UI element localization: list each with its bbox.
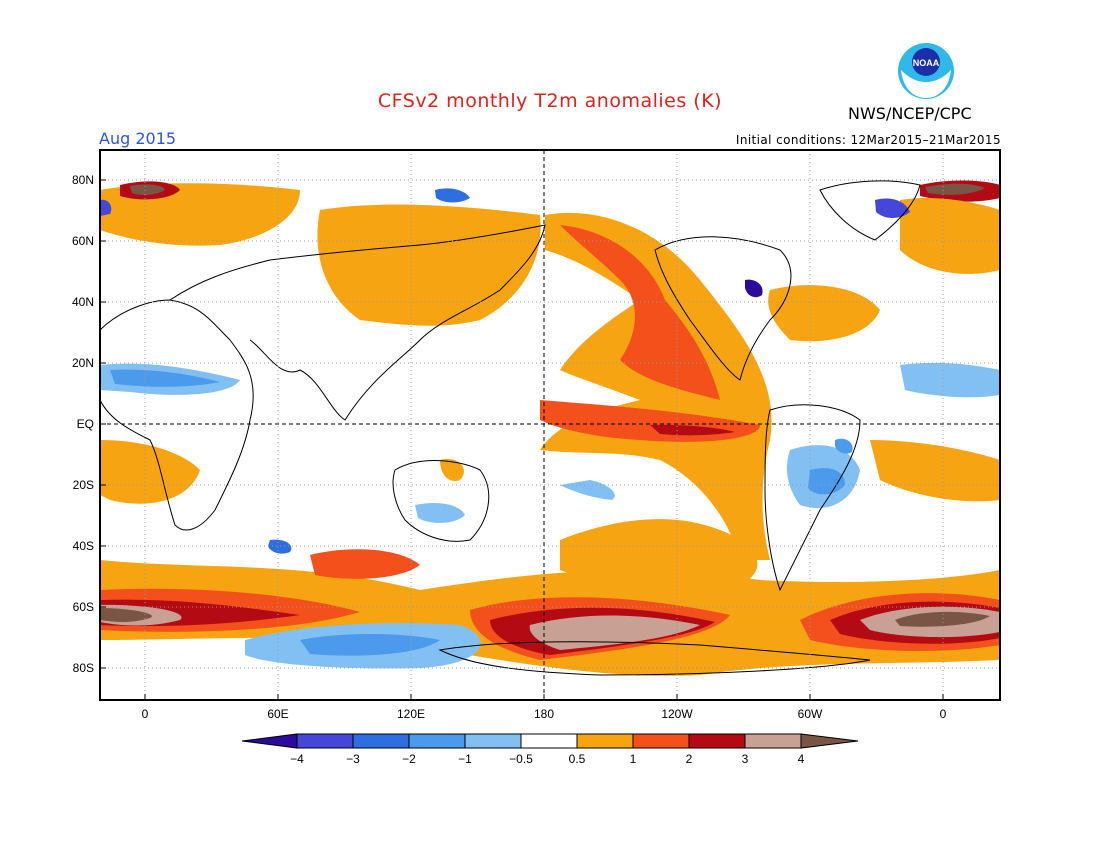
noaa-logo-center [912, 48, 940, 76]
coast-antarctica [438, 641, 871, 676]
colorbar-arrow-high [800, 733, 859, 749]
warm-shading-s-atlantic-africa [100, 440, 200, 504]
chart-title: CFSv2 monthly T2m anomalies (K) [377, 90, 723, 112]
coast-eurasia [169, 224, 546, 421]
cool-shading-s-pacific-band [560, 480, 615, 500]
lon-label-3: 180 [534, 707, 554, 721]
cool-shading-s-indian [268, 539, 292, 554]
lon-axis-labels: 0 60E 120E 180 120W 60W 0 [142, 707, 947, 721]
colorbar-bin-1 [296, 733, 354, 749]
initial-conditions-label: Initial conditions: 12Mar2015–21Mar2015 [735, 133, 1001, 147]
colorbar-label-8: 3 [742, 752, 749, 766]
colorbar-bin-3 [408, 733, 466, 749]
warm-shading-ne-pacific [540, 212, 772, 560]
cool-shading-laptev [435, 188, 470, 203]
colorbar-bin-6 [576, 733, 634, 749]
strong-cool-shading-great-lakes [745, 279, 763, 298]
lon-label-5: 60W [798, 707, 823, 721]
warm-shading-siberia [317, 204, 541, 326]
cool-shading-south-america-core [808, 468, 845, 495]
lat-axis-labels: 80N 60N 40N 20N EQ 20S 40S 60S 80S [72, 173, 94, 675]
colorbar-labels: −4 −3 −2 −1 −0.5 0.5 1 2 3 4 [290, 752, 805, 766]
coast-south-america [764, 404, 861, 592]
extreme-warm-shading-arctic-east [130, 184, 165, 195]
warm-shading-s-indian-mid [310, 549, 420, 579]
cool-shading-sahel-core [110, 369, 220, 387]
colorbar-bin-4 [464, 733, 522, 749]
colorbar-label-4: −0.5 [509, 752, 533, 766]
extreme-warm-shading-s-atlantic [895, 611, 990, 627]
map-frame [99, 149, 1001, 701]
colorbar-label-0: −4 [290, 752, 304, 766]
noaa-logo-text: NOAA [913, 58, 940, 68]
colorbar-bin-7 [632, 733, 690, 749]
cool-shading-greenland [875, 198, 910, 218]
noaa-logo: NOAA [898, 43, 954, 99]
colorbar-bin-2 [352, 733, 410, 749]
warm-shading-s-pacific-mid [560, 519, 758, 587]
colorbar-label-5: 0.5 [569, 752, 586, 766]
anomaly-shading [100, 180, 1000, 676]
colorbar-label-2: −2 [402, 752, 416, 766]
lon-label-2: 120E [397, 707, 425, 721]
axis-ticks [100, 179, 944, 700]
lat-label-1: 60N [72, 234, 94, 248]
strong-warm-shading-ne-pacific [560, 225, 720, 400]
coastlines [100, 180, 921, 676]
valid-period-label: Aug 2015 [99, 129, 177, 148]
cool-shading-australia [415, 503, 465, 523]
lat-label-0: 80N [72, 173, 94, 187]
map-panel: 80N 60N 40N 20N EQ 20S 40S 60S 80S 0 60E… [72, 149, 1001, 721]
lat-label-4: EQ [77, 417, 94, 431]
noaa-logo-gull [901, 70, 951, 98]
lat-label-7: 60S [73, 600, 94, 614]
lat-label-3: 20N [72, 356, 94, 370]
cool-shading-sahel-west [900, 362, 1000, 398]
warm-shading-maritime [440, 459, 464, 482]
colorbar-label-6: 1 [630, 752, 637, 766]
lon-label-0: 0 [142, 707, 149, 721]
warm-shading-tropical-atlantic [870, 440, 1000, 502]
cool-shading-antarctic-core [300, 634, 440, 656]
coast-greenland [819, 180, 921, 241]
colorbar-label-3: −1 [458, 752, 472, 766]
warm-shading-greenland-east [900, 198, 1000, 274]
lat-label-2: 40N [72, 295, 94, 309]
colorbar-bin-8 [688, 733, 746, 749]
lat-label-6: 40S [73, 539, 94, 553]
strong-warm-shading-nino [650, 424, 735, 436]
colorbar-bin-5 [520, 733, 578, 749]
colorbar-arrow-low [241, 733, 298, 749]
colorbar: −4 −3 −2 −1 −0.5 0.5 1 2 3 4 [241, 733, 859, 766]
warm-shading-n-atlantic [768, 285, 880, 342]
lat-label-8: 80S [73, 661, 94, 675]
coast-australia [392, 460, 490, 542]
colorbar-label-7: 2 [686, 752, 693, 766]
coast-north-america [654, 236, 792, 381]
lon-label-6: 0 [940, 707, 947, 721]
lat-label-5: 20S [73, 478, 94, 492]
colorbar-bin-9 [744, 733, 802, 749]
cool-shading-brazil [835, 438, 853, 454]
extreme-warm-shading-s-indian [100, 608, 152, 622]
extreme-warm-shading-arctic-west [925, 183, 985, 195]
lon-label-1: 60E [267, 707, 288, 721]
lon-label-4: 120W [661, 707, 693, 721]
colorbar-label-9: 4 [798, 752, 805, 766]
cool-shading-arctic-edge [100, 199, 112, 216]
colorbar-label-1: −3 [346, 752, 360, 766]
agency-label: NWS/NCEP/CPC [848, 104, 972, 123]
